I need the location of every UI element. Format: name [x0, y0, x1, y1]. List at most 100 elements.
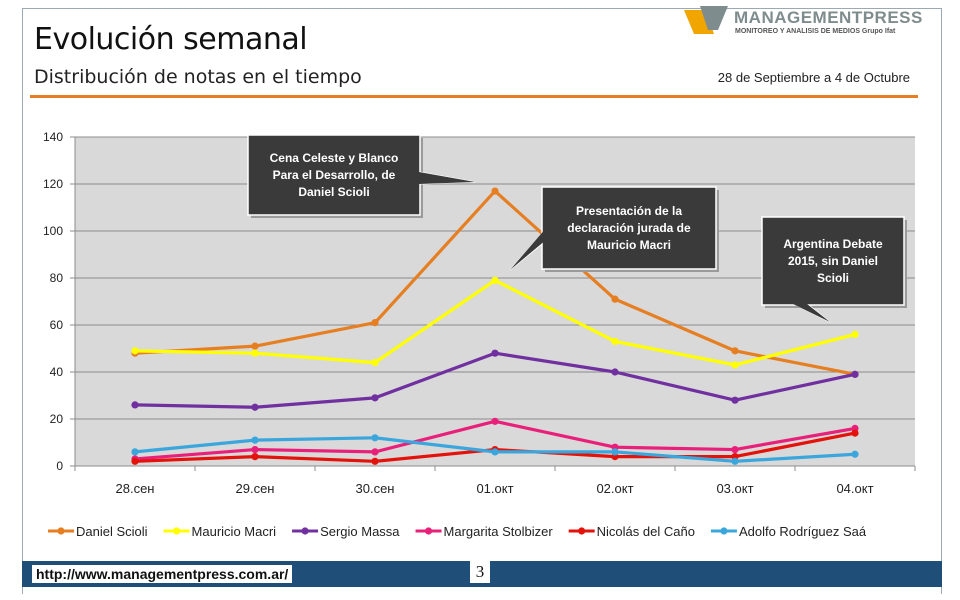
- data-point: [491, 349, 499, 357]
- data-point: [371, 434, 379, 442]
- data-point: [251, 436, 259, 444]
- legend-item: Daniel Scioli: [48, 524, 148, 539]
- callout-pointer-fill: [419, 172, 475, 184]
- data-point: [251, 403, 259, 411]
- callout-text: Cena Celeste y Blanco Para el Desarrollo,…: [270, 151, 399, 199]
- x-tick-label: 01.окт: [476, 481, 513, 496]
- legend-label: Margarita Stolbizer: [444, 524, 554, 539]
- data-point: [491, 417, 499, 425]
- callout-text: Presentación de la declaración jurada de M…: [567, 204, 691, 252]
- legend-swatch-marker: [424, 527, 433, 535]
- callout-text-line: declaración jurada de: [567, 221, 691, 235]
- y-tick-label: 140: [43, 130, 63, 144]
- date-range: 28 de Septiembre a 4 de Octubre: [717, 70, 910, 85]
- callout-text-line: Presentación de la: [576, 204, 682, 218]
- footer-bar: http://www.managementpress.com.ar/ 3: [22, 561, 942, 587]
- logo-name: MANAGEMENTPRESS: [734, 8, 923, 27]
- data-point: [371, 448, 379, 456]
- line-chart: 0 20 40 60 80 100 120 140 28.сен 29.сен 30.сен 01.…: [43, 130, 916, 539]
- y-tick-label: 20: [50, 412, 64, 426]
- data-point: [371, 394, 379, 402]
- data-point: [611, 448, 619, 456]
- x-axis-ticks: 28.сен 29.сен 30.сен 01.окт 02.окт 03.окт 04.о…: [74, 466, 916, 496]
- data-point: [491, 276, 499, 284]
- footer-url-link[interactable]: http://www.managementpress.com.ar/: [32, 565, 293, 583]
- legend-label: Sergio Massa: [320, 524, 400, 539]
- data-point: [731, 361, 739, 369]
- callout-text-line: Para el Desarrollo, de: [273, 168, 396, 182]
- data-point: [131, 347, 139, 355]
- x-tick-label: 28.сен: [116, 481, 155, 496]
- data-point: [491, 448, 499, 456]
- annotations: Cena Celeste y Blanco Para el Desarrollo,…: [247, 134, 907, 323]
- callout-text-line: 2015, sin Daniel: [788, 254, 878, 268]
- y-tick-label: 100: [43, 224, 63, 238]
- legend-swatch-marker: [172, 527, 181, 535]
- legend-swatch-marker: [720, 527, 728, 535]
- data-point: [131, 457, 139, 465]
- slide-subtitle: Distribución de notas en el tiempo: [34, 66, 362, 88]
- data-point: [611, 337, 619, 346]
- data-point: [131, 448, 139, 456]
- legend-item: Adolfo Rodríguez Saá: [710, 524, 867, 539]
- data-point: [371, 457, 379, 465]
- legend-label: Adolfo Rodríguez Saá: [739, 524, 867, 539]
- series-group: [131, 187, 859, 465]
- callout-text-line: Argentina Debate: [783, 237, 883, 251]
- annotation-callout: Argentina Debate 2015, sin Daniel Scioli: [761, 216, 907, 323]
- title-underline: [30, 95, 918, 98]
- x-tick-label: 04.окт: [836, 481, 873, 496]
- logo-tagline: MONITOREO Y ANALISIS DE MEDIOS Grupo Ifa…: [735, 28, 896, 35]
- slide-frame-left: [22, 8, 23, 594]
- data-point: [251, 349, 259, 357]
- callout-box: [761, 216, 905, 306]
- callout-pointer-fill: [789, 290, 830, 322]
- callout-box: [541, 186, 717, 270]
- data-point: [851, 429, 859, 437]
- data-point: [371, 319, 379, 327]
- legend-item: Margarita Stolbizer: [415, 524, 554, 539]
- annotation-callout: Cena Celeste y Blanco Para el Desarrollo,…: [247, 134, 476, 218]
- y-tick-label: 40: [50, 365, 64, 379]
- x-tick-label: 03.окт: [716, 481, 753, 496]
- callout-text-line: Daniel Scioli: [298, 185, 369, 199]
- callout-box: [247, 134, 421, 216]
- legend-swatch-marker: [57, 527, 65, 535]
- data-point: [611, 368, 619, 376]
- y-axis-ticks: 0 20 40 60 80 100 120 140: [43, 130, 75, 473]
- y-tick-label: 120: [43, 177, 63, 191]
- data-point: [731, 445, 739, 454]
- legend-item: Sergio Massa: [292, 524, 400, 539]
- data-point: [851, 370, 859, 378]
- legend-label: Daniel Scioli: [76, 524, 148, 539]
- slide-frame-right: [941, 8, 942, 594]
- legend-item: Nicolás del Caño: [568, 524, 695, 539]
- y-tick-label: 60: [50, 318, 64, 332]
- data-point: [851, 330, 859, 338]
- slide-title: Evolución semanal: [34, 22, 308, 57]
- data-point: [251, 445, 259, 454]
- legend-swatch-marker: [301, 527, 309, 535]
- data-point: [731, 347, 739, 355]
- callout-text-line: Cena Celeste y Blanco: [270, 151, 399, 165]
- managementpress-logo: MANAGEMENTPRESS MONITOREO Y ANALISIS DE …: [684, 4, 934, 38]
- page-number: 3: [470, 561, 490, 583]
- x-tick-label: 02.окт: [596, 481, 633, 496]
- data-point: [251, 342, 259, 350]
- annotation-callout: Presentación de la declaración jurada de M…: [509, 186, 719, 272]
- legend-item: Mauricio Macri: [163, 524, 276, 539]
- data-point: [731, 457, 739, 465]
- logo-mark-icon: [684, 6, 728, 34]
- y-tick-label: 80: [50, 271, 64, 285]
- data-point: [851, 450, 859, 458]
- slide-frame-top: [22, 8, 942, 9]
- data-point: [611, 295, 619, 303]
- callout-text-line: Scioli: [817, 271, 849, 285]
- data-point: [491, 187, 499, 195]
- data-point: [131, 401, 139, 409]
- y-tick-label: 0: [56, 459, 63, 473]
- callout-text-line: Mauricio Macri: [587, 238, 671, 252]
- data-point: [251, 453, 259, 461]
- callout-pointer-fill: [510, 227, 547, 270]
- legend: Daniel Scioli Mauricio Macri Sergio Massa M…: [48, 524, 867, 539]
